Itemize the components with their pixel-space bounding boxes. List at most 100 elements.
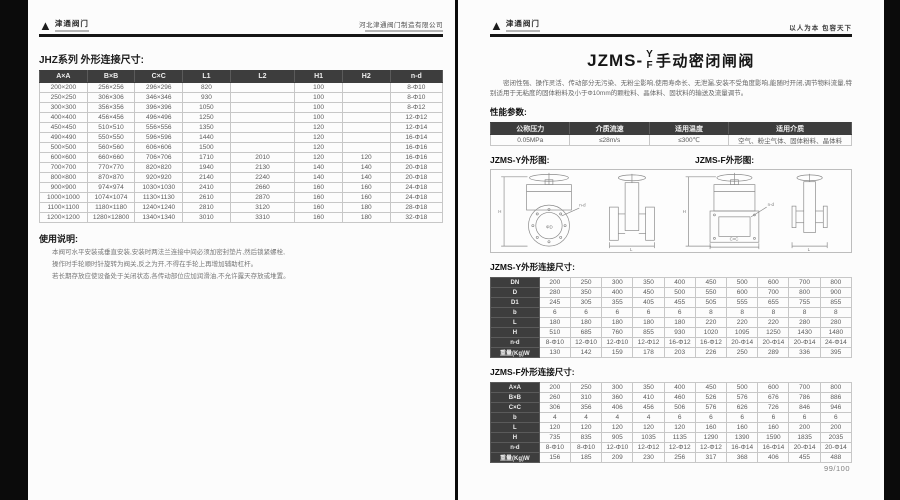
table-cell: 200 (538, 277, 571, 288)
table-cell: 6 (819, 412, 853, 423)
row-header: L (490, 317, 540, 328)
table-cell: 500 (726, 277, 759, 288)
table-cell: 140 (341, 172, 391, 183)
table-cell: ≤300℃ (648, 134, 730, 146)
table-cell: 350 (632, 382, 665, 393)
row-header: L (490, 422, 540, 433)
company-logo-icon: ▲ (490, 17, 503, 33)
table-cell: 505 (694, 297, 728, 308)
table-cell: 1350 (182, 122, 231, 133)
table-cell: 16-Φ16 (389, 152, 444, 163)
table-cell: 356×356 (86, 102, 136, 113)
table-cell: 180 (601, 317, 634, 328)
dim-label-l: L (630, 247, 633, 252)
table-cell: 1074×1074 (86, 192, 136, 203)
jhz-table-title: JHZ系列 外形连接尺寸: (39, 55, 144, 66)
page-left: ▲ 津通阀门 河北津通阀门制造有限公司 JHZ系列 外形连接尺寸: A×A B×B… (28, 0, 455, 500)
table-cell: 490×490 (39, 132, 88, 143)
table-row: 250×250 306×306 346×346 930 100 8-Φ10 (39, 92, 444, 103)
table-cell: 16-Φ12 (694, 337, 728, 348)
table-cell: 160 (726, 422, 759, 433)
table-cell: 600 (757, 277, 790, 288)
table-cell: 1480 (819, 327, 853, 338)
row-header: DN (490, 277, 540, 288)
table-cell: 356 (569, 402, 603, 413)
table-cell: 203 (663, 347, 696, 358)
page-right: ▲ 津通阀门 以人为本 包容天下 JZMS- Y F 手动密闭闸阀 密闭性强、操… (458, 0, 884, 500)
company-logo-icon: ▲ (39, 17, 52, 33)
usage-note-line: 操作时手轮顺时针旋转为阀关,反之为开,不得在手轮上再增加辅助杠杆。 (52, 261, 258, 268)
table-cell: 16-Φ14 (726, 442, 759, 453)
table-row: 300×300 356×356 396×396 1050 100 8-Φ12 (39, 102, 444, 113)
table-cell (229, 122, 296, 133)
dim-label-l: L (808, 247, 811, 252)
table-header-row: 公称压力 介质流速 适用温度 适用介质 (489, 122, 852, 135)
product-description: 密闭性强、操作灵活、传动部分无污染、无粉尘影响,使用寿命长、无泄漏,安装不受角度… (490, 80, 852, 97)
table-cell: 2035 (819, 432, 853, 443)
table-cell: 368 (726, 452, 759, 463)
slogan-text: 以人为本 包容天下 (789, 25, 852, 32)
table-cell: 16-Φ16 (389, 142, 444, 153)
table-cell: 6 (663, 412, 696, 423)
row-header: b (490, 412, 540, 423)
column-header: B×B (86, 70, 136, 83)
table-cell: 360 (601, 392, 634, 403)
table-cell: 6 (663, 307, 696, 318)
jzms-y-dimensions-table: DN 200 250 300 350 400 450 500 600 700 800 D 280 350 4… (490, 277, 853, 358)
table-cell: 450 (632, 287, 665, 298)
table-cell: 8 (788, 307, 821, 318)
table-cell: 20-Φ18 (389, 162, 444, 173)
table-cell: 16-Φ12 (663, 337, 696, 348)
table-cell: 2410 (182, 182, 231, 193)
table-cell: 2130 (229, 162, 296, 173)
table-cell: 1240×1240 (134, 202, 184, 213)
table-cell: 800×800 (39, 172, 88, 183)
table-cell: 280 (788, 317, 821, 328)
table-cell: 120 (341, 152, 391, 163)
table-cell: 2610 (182, 192, 231, 203)
column-header: L2 (229, 70, 296, 83)
table-cell: 140 (341, 162, 391, 173)
table-cell: 180 (663, 317, 696, 328)
table-cell: 596×596 (134, 132, 184, 143)
table-cell: 346×346 (134, 92, 184, 103)
table-row: n-d 8-Φ10 12-Φ10 12-Φ10 12-Φ12 16-Φ12 16-Φ12 20… (490, 337, 853, 348)
table-cell: 296×296 (134, 82, 184, 93)
jhz-dimensions-table: A×A B×B C×C L1 L2 H1 H2 n-d 200×200 256×256 296×29… (39, 70, 444, 223)
table-cell: 555 (726, 297, 759, 308)
table-cell: 350 (569, 287, 603, 298)
table-cell: 180 (341, 202, 391, 213)
table-cell: 2660 (229, 182, 296, 193)
table-cell: 400×400 (39, 112, 88, 123)
company-fineprint-line (365, 30, 443, 32)
table-cell (341, 82, 391, 93)
table-cell: 12-Φ12 (632, 442, 665, 453)
table-cell: 3010 (182, 212, 231, 223)
table-cell: 8 (726, 307, 759, 318)
column-header: n-d (389, 70, 444, 83)
table-cell: 410 (632, 392, 665, 403)
table-cell: 4 (632, 412, 665, 423)
table-cell: 8-Φ10 (538, 442, 571, 453)
table-cell: 305 (569, 297, 603, 308)
table-cell: 220 (726, 317, 759, 328)
table-cell: 6 (726, 412, 759, 423)
table-row: n-d 8-Φ10 8-Φ10 12-Φ10 12-Φ12 12-Φ12 12-Φ12 16-… (490, 442, 853, 453)
table-cell: 245 (538, 297, 571, 308)
table-cell: 8 (757, 307, 790, 318)
product-name: 手动密闭闸阀 (655, 53, 755, 70)
table-cell (341, 92, 391, 103)
table-cell: 930 (182, 92, 231, 103)
table-cell: 12-Φ12 (694, 442, 728, 453)
table-cell: 24-Φ14 (819, 337, 853, 348)
table-cell: 600×600 (39, 152, 88, 163)
product-model-prefix: JZMS- (587, 50, 644, 70)
table-cell: ≤28m/s (569, 134, 650, 146)
table-cell: 2010 (229, 152, 296, 163)
table-cell: 1130×1130 (134, 192, 184, 203)
table-cell: 2870 (229, 192, 296, 203)
table-cell: 180 (632, 317, 665, 328)
table-cell: 405 (632, 297, 665, 308)
table-cell: 735 (538, 432, 571, 443)
table-cell: 900×900 (39, 182, 88, 193)
